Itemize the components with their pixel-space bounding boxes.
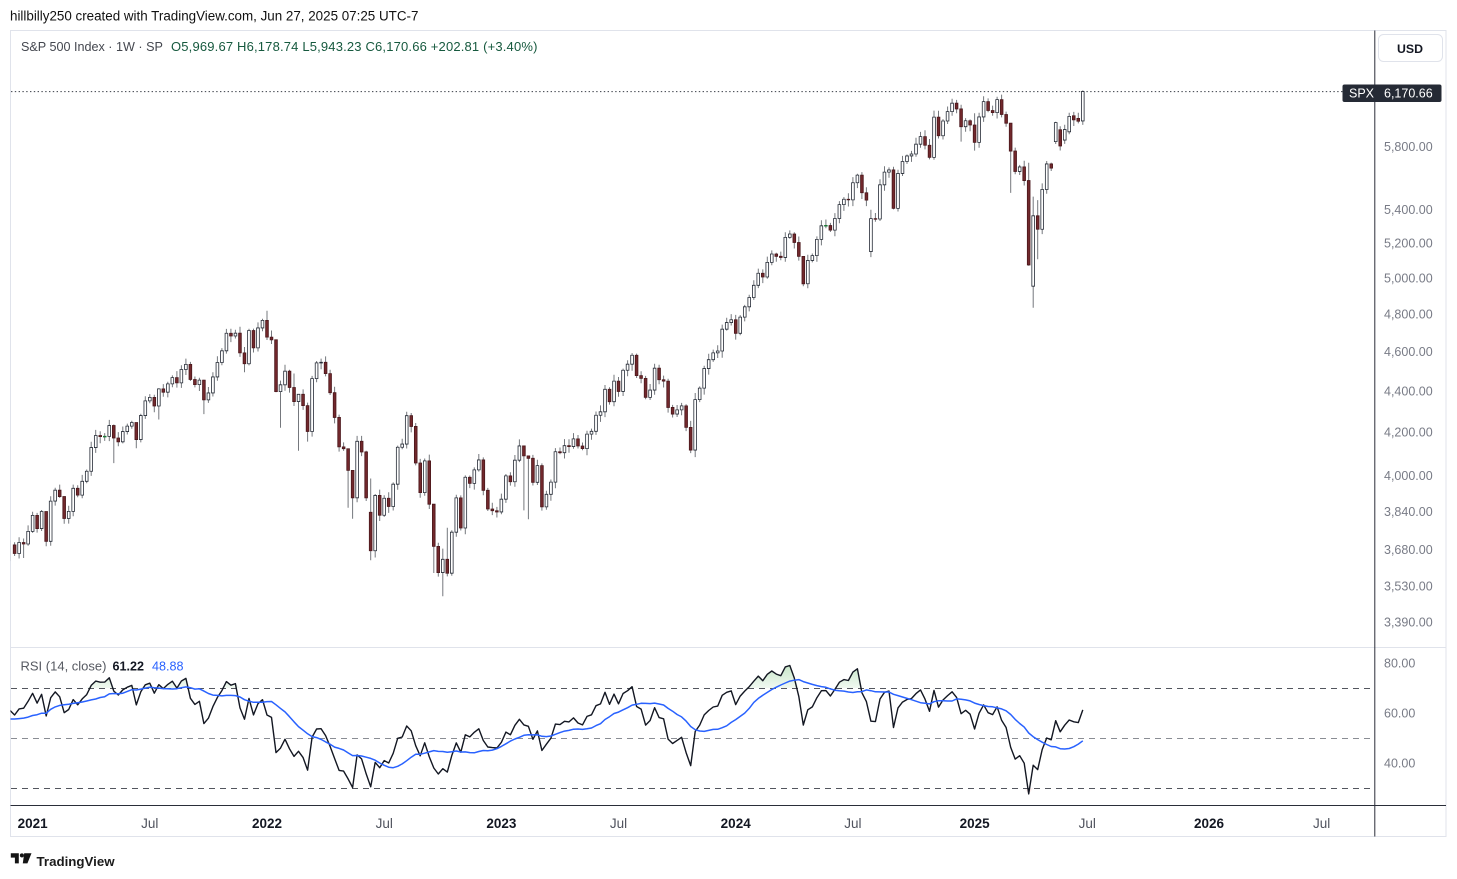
svg-text:3,680.00: 3,680.00: [1384, 543, 1433, 557]
svg-text:2023: 2023: [486, 816, 517, 831]
svg-text:Jul: Jul: [844, 816, 861, 831]
svg-text:61.22: 61.22: [113, 660, 145, 674]
svg-text:4,000.00: 4,000.00: [1384, 469, 1433, 483]
svg-text:5,200.00: 5,200.00: [1384, 237, 1433, 251]
svg-text:hillbilly250 created with Trad: hillbilly250 created with TradingView.co…: [10, 9, 418, 24]
svg-text:60.00: 60.00: [1384, 706, 1415, 720]
svg-text:Jul: Jul: [1079, 816, 1096, 831]
svg-text:3,840.00: 3,840.00: [1384, 505, 1433, 519]
svg-text:6,170.66: 6,170.66: [1384, 87, 1433, 101]
svg-text:4,800.00: 4,800.00: [1384, 307, 1433, 321]
svg-text:Jul: Jul: [141, 816, 158, 831]
svg-text:4,600.00: 4,600.00: [1384, 345, 1433, 359]
svg-text:Jul: Jul: [1313, 816, 1330, 831]
svg-text:3,530.00: 3,530.00: [1384, 580, 1433, 594]
svg-text:2025: 2025: [960, 816, 991, 831]
svg-text:USD: USD: [1397, 42, 1423, 56]
svg-text:2024: 2024: [721, 816, 752, 831]
svg-text:TradingView: TradingView: [37, 854, 116, 869]
svg-text:5,400.00: 5,400.00: [1384, 203, 1433, 217]
svg-text:SPX: SPX: [1349, 87, 1375, 101]
svg-text:4,400.00: 4,400.00: [1384, 385, 1433, 399]
svg-text:Jul: Jul: [376, 816, 393, 831]
svg-text:3,390.00: 3,390.00: [1384, 616, 1433, 630]
svg-text:5,000.00: 5,000.00: [1384, 271, 1433, 285]
svg-text:2026: 2026: [1194, 816, 1225, 831]
svg-text:2021: 2021: [18, 816, 49, 831]
svg-text:Jul: Jul: [610, 816, 627, 831]
svg-text:40.00: 40.00: [1384, 756, 1415, 770]
svg-text:S&P 500 Index · 1W · SP: S&P 500 Index · 1W · SP: [21, 40, 163, 54]
svg-text:48.88: 48.88: [152, 660, 184, 674]
svg-text:O5,969.67 H6,178.74 L5,943.23: O5,969.67 H6,178.74 L5,943.23 C6,170.66 …: [171, 39, 538, 54]
svg-text:4,200.00: 4,200.00: [1384, 426, 1433, 440]
svg-text:5,800.00: 5,800.00: [1384, 140, 1433, 154]
svg-text:RSI (14, close): RSI (14, close): [21, 659, 107, 674]
svg-text:2022: 2022: [252, 816, 282, 831]
svg-text:80.00: 80.00: [1384, 656, 1415, 670]
